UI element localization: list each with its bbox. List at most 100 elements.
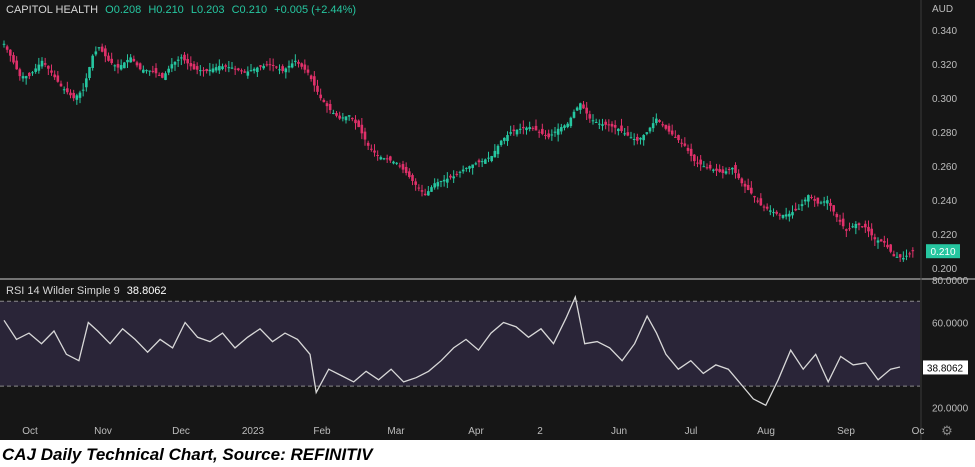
candle-body — [452, 176, 455, 179]
candle-body — [411, 175, 414, 181]
candle-body — [686, 147, 690, 151]
candle-body — [566, 123, 569, 128]
candle-body — [645, 132, 649, 134]
candle-body — [347, 115, 351, 117]
candle-body — [480, 161, 484, 163]
candle-body — [439, 180, 443, 182]
candle-body — [24, 76, 28, 79]
candle-body — [408, 171, 411, 177]
candle-body — [221, 66, 224, 70]
candle-body — [575, 107, 579, 111]
candle-body — [328, 103, 332, 111]
candle-body — [208, 69, 212, 72]
candle-body — [658, 120, 661, 122]
rsi-value-tag — [923, 360, 968, 375]
candle-body — [88, 67, 91, 78]
candle-body — [116, 63, 120, 68]
x-tick-label: 2 — [537, 426, 543, 437]
candle-body — [639, 137, 642, 140]
candle-body — [59, 83, 63, 87]
candle-body — [620, 125, 623, 132]
candle-body — [522, 126, 525, 129]
candle-body — [338, 115, 341, 119]
candle-body — [753, 195, 756, 198]
candle-body — [15, 60, 18, 70]
rsi-line — [3, 294, 901, 407]
figure-caption: CAJ Daily Technical Chart, Source: REFIN… — [2, 445, 373, 464]
price-y-tick: 0.300 — [932, 94, 957, 105]
candle-body — [591, 120, 595, 122]
candle-body — [9, 49, 12, 56]
candle-body — [211, 68, 215, 73]
price-y-tick: 0.240 — [932, 196, 957, 207]
candle-body — [218, 65, 221, 71]
candle-body — [816, 197, 820, 204]
candle-body — [471, 164, 474, 168]
candle-body — [97, 47, 101, 49]
candle-body — [180, 57, 183, 59]
candle-body — [911, 250, 915, 252]
candle-body — [860, 226, 864, 228]
candle-body — [100, 46, 104, 52]
candle-body — [148, 70, 151, 72]
candle-body — [784, 214, 788, 217]
candle-body — [537, 131, 541, 133]
x-tick-label: Sep — [837, 426, 855, 437]
candle-body — [778, 214, 782, 216]
candle-body — [610, 123, 614, 127]
candle-body — [487, 157, 490, 159]
candle-body — [841, 218, 845, 227]
candle-body — [31, 72, 34, 74]
candle-body — [135, 62, 139, 66]
candle-body — [5, 46, 9, 50]
candle-body — [889, 244, 892, 252]
candle-body — [237, 68, 240, 71]
candle-body — [398, 165, 402, 167]
settings-gear-icon[interactable]: ⚙ — [941, 423, 953, 438]
candle-body — [176, 59, 180, 61]
candle-body — [845, 229, 848, 231]
candle-body — [617, 128, 620, 132]
candle-body — [895, 256, 899, 258]
candle-body — [829, 202, 832, 206]
candle-body — [696, 162, 699, 164]
last-price-tag — [926, 244, 960, 259]
candle-body — [233, 68, 237, 70]
candle-body — [192, 64, 196, 70]
candle-body — [373, 150, 376, 153]
price-y-tick: 0.260 — [932, 162, 957, 173]
candle-body — [351, 117, 354, 120]
candle-body — [803, 199, 807, 202]
candle-body — [569, 117, 573, 127]
price-y-tick: 0.280 — [932, 128, 957, 139]
candle-body — [132, 58, 136, 62]
candle-body — [256, 67, 259, 73]
candle-body — [636, 136, 639, 141]
candle-body — [37, 64, 41, 71]
x-tick-label: Nov — [94, 426, 112, 437]
candle-body — [281, 66, 284, 71]
candle-body — [417, 187, 421, 189]
candle-body — [604, 121, 607, 125]
candle-body — [563, 125, 566, 128]
x-tick-label: 2023 — [242, 426, 265, 437]
candle-body — [72, 92, 75, 99]
candle-body — [370, 148, 373, 150]
candle-body — [550, 134, 554, 136]
candle-body — [294, 60, 297, 62]
candle-body — [531, 127, 535, 129]
candle-body — [553, 131, 557, 133]
candle-body — [506, 135, 509, 142]
candle-body — [503, 137, 506, 141]
candle-body — [12, 55, 15, 63]
candle-body — [227, 67, 231, 69]
candle-body — [648, 127, 652, 132]
candle-body — [601, 124, 604, 126]
candle-body — [183, 54, 186, 61]
candle-body — [585, 107, 588, 114]
candle-body — [366, 142, 370, 146]
candle-body — [826, 200, 829, 204]
candle-body — [420, 190, 424, 192]
candle-body — [791, 212, 794, 216]
candle-body — [145, 70, 148, 72]
